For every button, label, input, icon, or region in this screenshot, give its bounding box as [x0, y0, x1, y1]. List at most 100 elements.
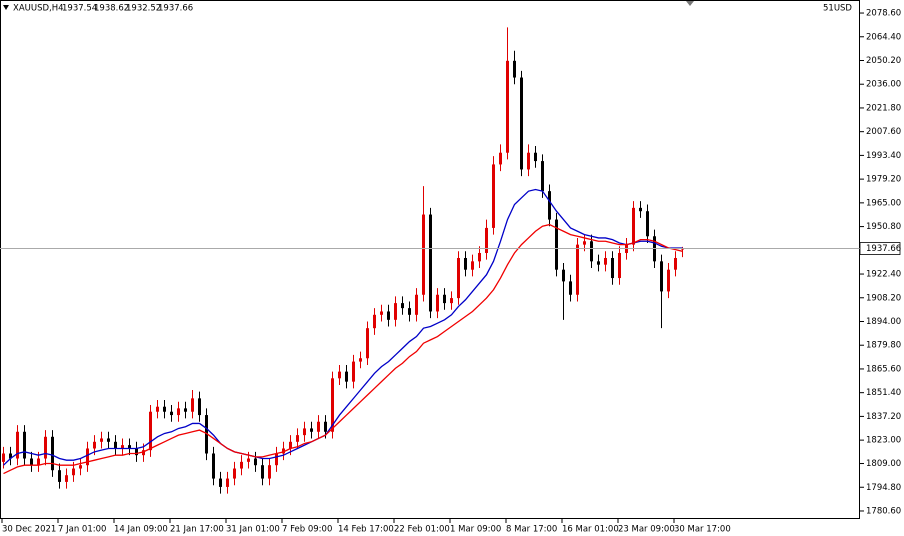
y-tick-label: 1993.40: [866, 151, 901, 161]
candle-body: [583, 241, 586, 245]
candle-body: [268, 465, 271, 479]
candle-body: [520, 77, 523, 170]
candle-body: [618, 252, 621, 279]
candle-body: [429, 214, 432, 312]
candle-body: [478, 252, 481, 262]
candle-body: [604, 257, 607, 265]
x-tick-label: 23 Mar 09:00: [618, 525, 675, 535]
candle-body: [464, 257, 467, 270]
candle-body: [79, 465, 82, 469]
candle-body: [156, 406, 159, 412]
candle-body: [86, 448, 89, 466]
candle-body: [58, 470, 61, 482]
candle-body: [23, 431, 26, 459]
candle-body: [499, 152, 502, 165]
candle-body: [254, 458, 257, 466]
candle-body: [506, 60, 509, 153]
candle-body: [576, 244, 579, 295]
candle-body: [303, 428, 306, 436]
symbol: XAUUSD,H4: [13, 4, 64, 14]
candle-body: [338, 371, 341, 379]
candle-body: [639, 207, 642, 212]
candle-body: [534, 152, 537, 162]
y-tick-label: 1950.80: [866, 222, 901, 232]
candle-body: [65, 475, 68, 482]
candle-body: [2, 453, 5, 462]
y-tick-label: 2007.60: [866, 127, 901, 137]
candle-body: [590, 241, 593, 262]
shift-marker: [686, 1, 694, 6]
y-tick-label: 2021.80: [866, 103, 901, 113]
header-close: 1937.66: [158, 4, 193, 14]
candle-body: [170, 411, 173, 416]
candle-body: [562, 269, 565, 282]
y-tick-label: 1979.20: [866, 175, 901, 185]
y-tick-label: 1879.80: [866, 341, 901, 351]
y-tick-label: 1865.60: [866, 364, 901, 374]
candle-body: [436, 294, 439, 312]
candle-body: [149, 411, 152, 451]
candle-body: [541, 161, 544, 192]
y-tick-label: 1823.00: [866, 436, 901, 446]
candle-body: [471, 261, 474, 270]
candle-body: [667, 269, 670, 292]
candle-body: [373, 314, 376, 329]
candle-body: [380, 311, 383, 315]
candle-body: [114, 441, 117, 449]
candle-body: [359, 358, 362, 362]
candle-body: [310, 428, 313, 432]
x-tick-label: 14 Feb 17:00: [338, 525, 394, 535]
x-tick-label: 7 Feb 09:00: [282, 525, 332, 535]
plot-frame: [0, 0, 860, 519]
candle-body: [72, 468, 75, 476]
candle-body: [275, 453, 278, 466]
candle-body: [16, 431, 19, 459]
candle-body: [226, 478, 229, 487]
candle-body: [408, 308, 411, 315]
candle-body: [485, 227, 488, 253]
candle-body: [51, 436, 54, 471]
x-tick-label: 14 Jan 09:00: [114, 525, 168, 535]
candle-body: [30, 458, 33, 466]
header-high: 1938.62: [94, 4, 129, 14]
moving-average: [3, 223, 683, 475]
candle-body: [261, 465, 264, 479]
candle-body: [240, 461, 243, 469]
candle-body: [247, 458, 250, 462]
candle-body: [177, 408, 180, 416]
candle-body: [548, 191, 551, 220]
candle-body: [135, 448, 138, 456]
candle-body: [646, 211, 649, 237]
candle-body: [282, 448, 285, 454]
header: XAUUSD,H4 1937.54 1938.62 1932.52 1937.6…: [3, 4, 193, 14]
candle-body: [184, 408, 187, 412]
candle-body: [345, 371, 348, 382]
x-tick-label: 30 Mar 17:00: [674, 525, 731, 535]
x-tick-label: 30 Dec 2021: [2, 525, 56, 535]
candle-body: [443, 294, 446, 304]
candle-body: [457, 257, 460, 299]
candle-body: [100, 438, 103, 442]
candle-body: [233, 468, 236, 479]
y-tick-label: 1965.00: [866, 198, 901, 208]
candle-body: [128, 445, 131, 449]
candle-body: [394, 303, 397, 320]
candle-body: [93, 441, 96, 449]
y-tick-label: 1794.80: [866, 483, 901, 493]
candle-body: [674, 257, 677, 270]
candle-body: [422, 214, 425, 295]
header-low: 1932.52: [126, 4, 161, 14]
candle-body: [142, 450, 145, 456]
x-tick-label: 22 Feb 01:00: [394, 525, 450, 535]
candle-body: [121, 445, 124, 449]
candle-body: [387, 311, 390, 320]
candle-body: [492, 164, 495, 228]
candle-body: [212, 453, 215, 479]
moving-average: [3, 188, 683, 466]
x-tick-label: 16 Mar 01:00: [562, 525, 619, 535]
y-tick-label: 2078.60: [866, 9, 901, 19]
y-tick-label: 1780.60: [866, 506, 901, 516]
price-label: 1937.66: [866, 244, 901, 254]
